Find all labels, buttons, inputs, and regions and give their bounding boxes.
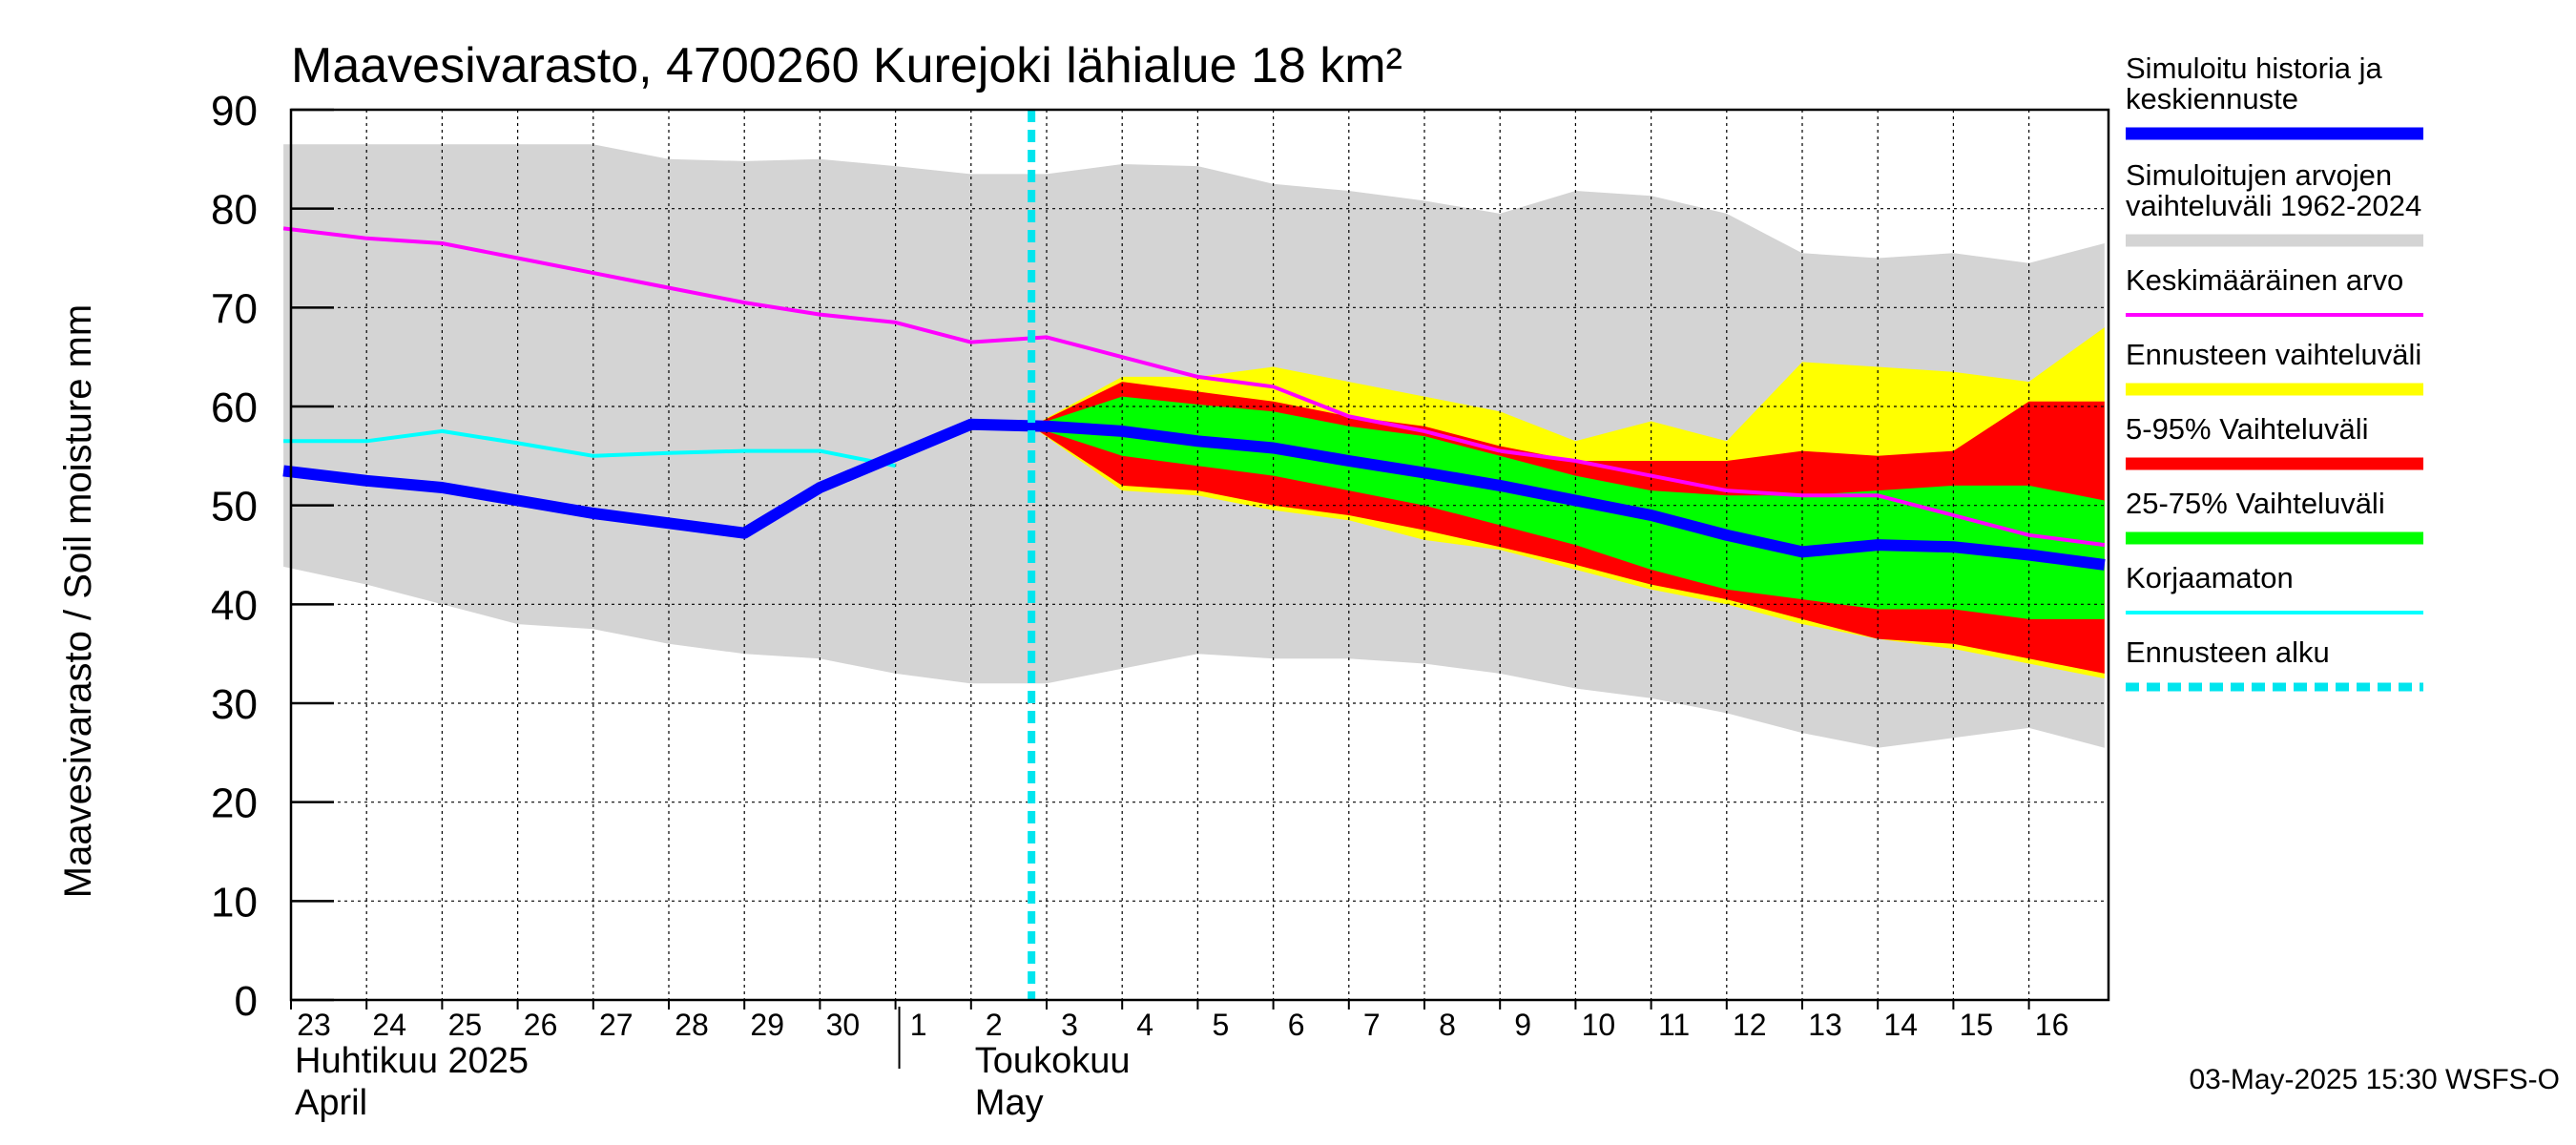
x-tick-label: 11: [1658, 1008, 1690, 1042]
y-tick-label: 10: [211, 879, 258, 926]
chart-title: Maavesivarasto, 4700260 Kurejoki lähialu…: [291, 38, 1402, 94]
x-tick-label: 12: [1733, 1008, 1767, 1042]
x-tick-label: 27: [599, 1008, 634, 1042]
x-tick-label: 8: [1439, 1008, 1456, 1042]
month-label: Toukokuu: [975, 1041, 1131, 1081]
footer-timestamp: 03-May-2025 15:30 WSFS-O: [2190, 1064, 2561, 1095]
x-tick-label: 5: [1213, 1008, 1230, 1042]
month-label: Huhtikuu 2025: [295, 1041, 529, 1081]
y-tick-label: 50: [211, 484, 258, 531]
x-tick-label: 7: [1363, 1008, 1381, 1042]
legend-item: Ennusteen vaihteluväli: [2126, 338, 2423, 396]
grid-layer: [291, 110, 2109, 1000]
y-tick-label: 80: [211, 187, 258, 234]
legend-label: Keskimääräinen arvo: [2126, 263, 2403, 297]
legend-item: 25-75% Vaihteluväli: [2126, 487, 2423, 545]
x-tick-label: 15: [1960, 1008, 1994, 1042]
x-tick-label: 13: [1808, 1008, 1842, 1042]
legend-label: Simuloitujen arvojen: [2126, 158, 2392, 192]
series-line-korjaamaton: [283, 428, 896, 468]
x-tick-label: 24: [372, 1008, 406, 1042]
month-label-english: May: [975, 1083, 1044, 1123]
x-tick-label: 30: [826, 1008, 861, 1042]
legend-label: vaihteluväli 1962-2024: [2126, 189, 2421, 222]
series-line-simuloitu-historia-ja-keskiennuste: [282, 418, 2106, 571]
x-tick-label: 6: [1288, 1008, 1305, 1042]
x-tick-label: 25: [448, 1008, 483, 1042]
legend-label: Korjaamaton: [2126, 561, 2294, 594]
y-tick-label: 30: [211, 681, 258, 728]
y-tick-label: 40: [211, 582, 258, 629]
plot-frame: [289, 108, 2110, 1002]
y-tick-label: 70: [211, 285, 258, 332]
x-tick-label: 9: [1514, 1008, 1531, 1042]
x-tick-label: 23: [297, 1008, 331, 1042]
y-tick-label: 60: [211, 385, 258, 431]
y-tick-label: 90: [211, 88, 258, 135]
legend-item: Ennusteen alku: [2126, 635, 2423, 692]
x-tick-label: 28: [675, 1008, 709, 1042]
series-line-keskim-r-inen-arvo: [282, 226, 2106, 548]
line-layer: [282, 226, 2106, 571]
legend: Simuloitu historia jakeskiennusteSimuloi…: [2126, 52, 2423, 692]
month-label-english: April: [295, 1083, 367, 1123]
legend-label: Simuloitu historia ja: [2126, 52, 2383, 85]
legend-label: Ennusteen alku: [2126, 635, 2330, 669]
x-tick-label: 10: [1582, 1008, 1616, 1042]
x-tick-label: 16: [2035, 1008, 2069, 1042]
x-tick-label: 26: [524, 1008, 558, 1042]
legend-label: 25-75% Vaihteluväli: [2126, 487, 2385, 520]
x-tick-label: 14: [1883, 1008, 1918, 1042]
legend-label: 5-95% Vaihteluväli: [2126, 412, 2368, 446]
legend-label: Ennusteen vaihteluväli: [2126, 338, 2421, 371]
x-tick-label: 2: [986, 1008, 1003, 1042]
legend-item: Korjaamaton: [2126, 561, 2423, 614]
legend-label: keskiennuste: [2126, 82, 2298, 115]
legend-item: 5-95% Vaihteluväli: [2126, 412, 2423, 470]
y-tick-label: 0: [235, 978, 258, 1025]
x-tick-label: 4: [1136, 1008, 1153, 1042]
x-tick-label: 3: [1061, 1008, 1078, 1042]
x-tick-label: 1: [910, 1008, 927, 1042]
y-tick-label: 20: [211, 781, 258, 827]
y-axis-label: Maavesivarasto / Soil moisture mm: [57, 304, 99, 898]
x-tick-label: 29: [750, 1008, 784, 1042]
legend-item: Keskimääräinen arvo: [2126, 263, 2423, 317]
